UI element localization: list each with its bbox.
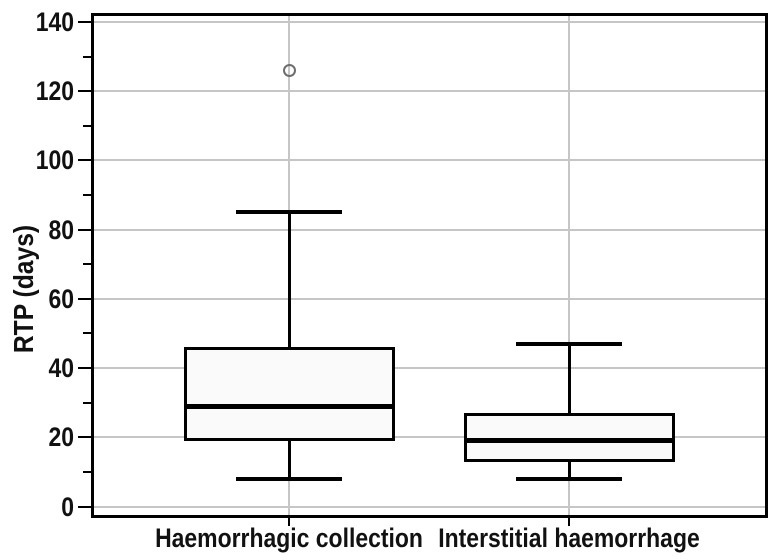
horizontal-gridline [91,436,768,439]
iqr-box [183,347,395,441]
horizontal-gridline [91,367,768,370]
y-axis-minor-tick [83,55,91,58]
y-axis-tick-label: 80 [48,214,74,245]
y-axis-major-tick [78,297,91,300]
median-line [183,403,395,409]
outlier-point [282,63,296,77]
whisker-cap-upper [236,210,342,215]
y-axis-major-tick [78,21,91,24]
x-category-label-haemorrhagic-collection: Haemorrhagic collection [155,523,423,553]
y-axis-minor-tick [83,332,91,335]
y-axis-minor-tick [83,470,91,473]
whisker-cap-lower [516,476,622,481]
whisker-stem [567,343,571,479]
vertical-gridline [568,13,570,518]
horizontal-gridline [91,228,768,231]
y-axis-tick-label: 140 [35,7,74,38]
y-axis-tick-label: 100 [35,145,74,176]
y-axis-tick-label: 20 [48,422,74,453]
x-axis-category-tick [568,518,570,526]
whisker-stem [287,212,291,479]
x-category-label-interstitial-haemorrhage: Interstitial haemorrhage [438,523,700,553]
plot-area [91,13,768,518]
horizontal-gridline [91,505,768,508]
y-axis-minor-tick [83,124,91,127]
y-axis-major-tick [78,228,91,231]
x-axis-category-tick [288,518,290,526]
y-axis-major-tick [78,505,91,508]
y-axis-major-tick [78,159,91,162]
y-axis-tick-label: 40 [48,353,74,384]
y-axis-major-tick [78,367,91,370]
y-axis-major-tick [78,90,91,93]
iqr-box [463,413,675,462]
y-axis-minor-tick [83,401,91,404]
y-axis-tick-label: 0 [61,491,74,522]
whisker-cap-upper [516,341,622,346]
y-axis-minor-tick [83,194,91,197]
horizontal-gridline [91,90,768,93]
y-axis-minor-tick [83,263,91,266]
whisker-cap-lower [236,476,342,481]
median-line [463,438,675,444]
horizontal-gridline [91,21,768,24]
y-axis-tick-label: 60 [48,283,74,314]
y-axis-major-tick [78,436,91,439]
horizontal-gridline [91,159,768,162]
horizontal-gridline [91,297,768,300]
y-axis-tick-label: 120 [35,76,74,107]
